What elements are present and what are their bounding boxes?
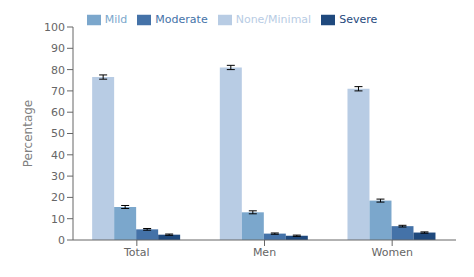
html-text:Moderate: Moderate — [155, 13, 208, 26]
svg-text:Women: Women — [371, 246, 412, 259]
svg-text:Men: Men — [253, 246, 276, 259]
svg-text:10: 10 — [51, 213, 65, 226]
svg-text:20: 20 — [51, 191, 65, 204]
html-text:Severe: Severe — [339, 13, 378, 26]
svg-text:50: 50 — [51, 127, 65, 140]
svg-text:Total: Total — [123, 246, 150, 259]
svg-text:40: 40 — [51, 149, 65, 162]
svg-text:80: 80 — [51, 64, 65, 77]
html-text:None/Minimal: None/Minimal — [235, 13, 312, 26]
svg-text:Percentage: Percentage — [21, 100, 35, 168]
html-text:Mild: Mild — [104, 13, 128, 26]
svg-text:0: 0 — [58, 234, 65, 247]
svg-text:30: 30 — [51, 170, 65, 183]
svg-text:60: 60 — [51, 106, 65, 119]
svg-text:100: 100 — [44, 21, 65, 34]
svg-text:90: 90 — [51, 42, 65, 55]
svg-text:70: 70 — [51, 85, 65, 98]
